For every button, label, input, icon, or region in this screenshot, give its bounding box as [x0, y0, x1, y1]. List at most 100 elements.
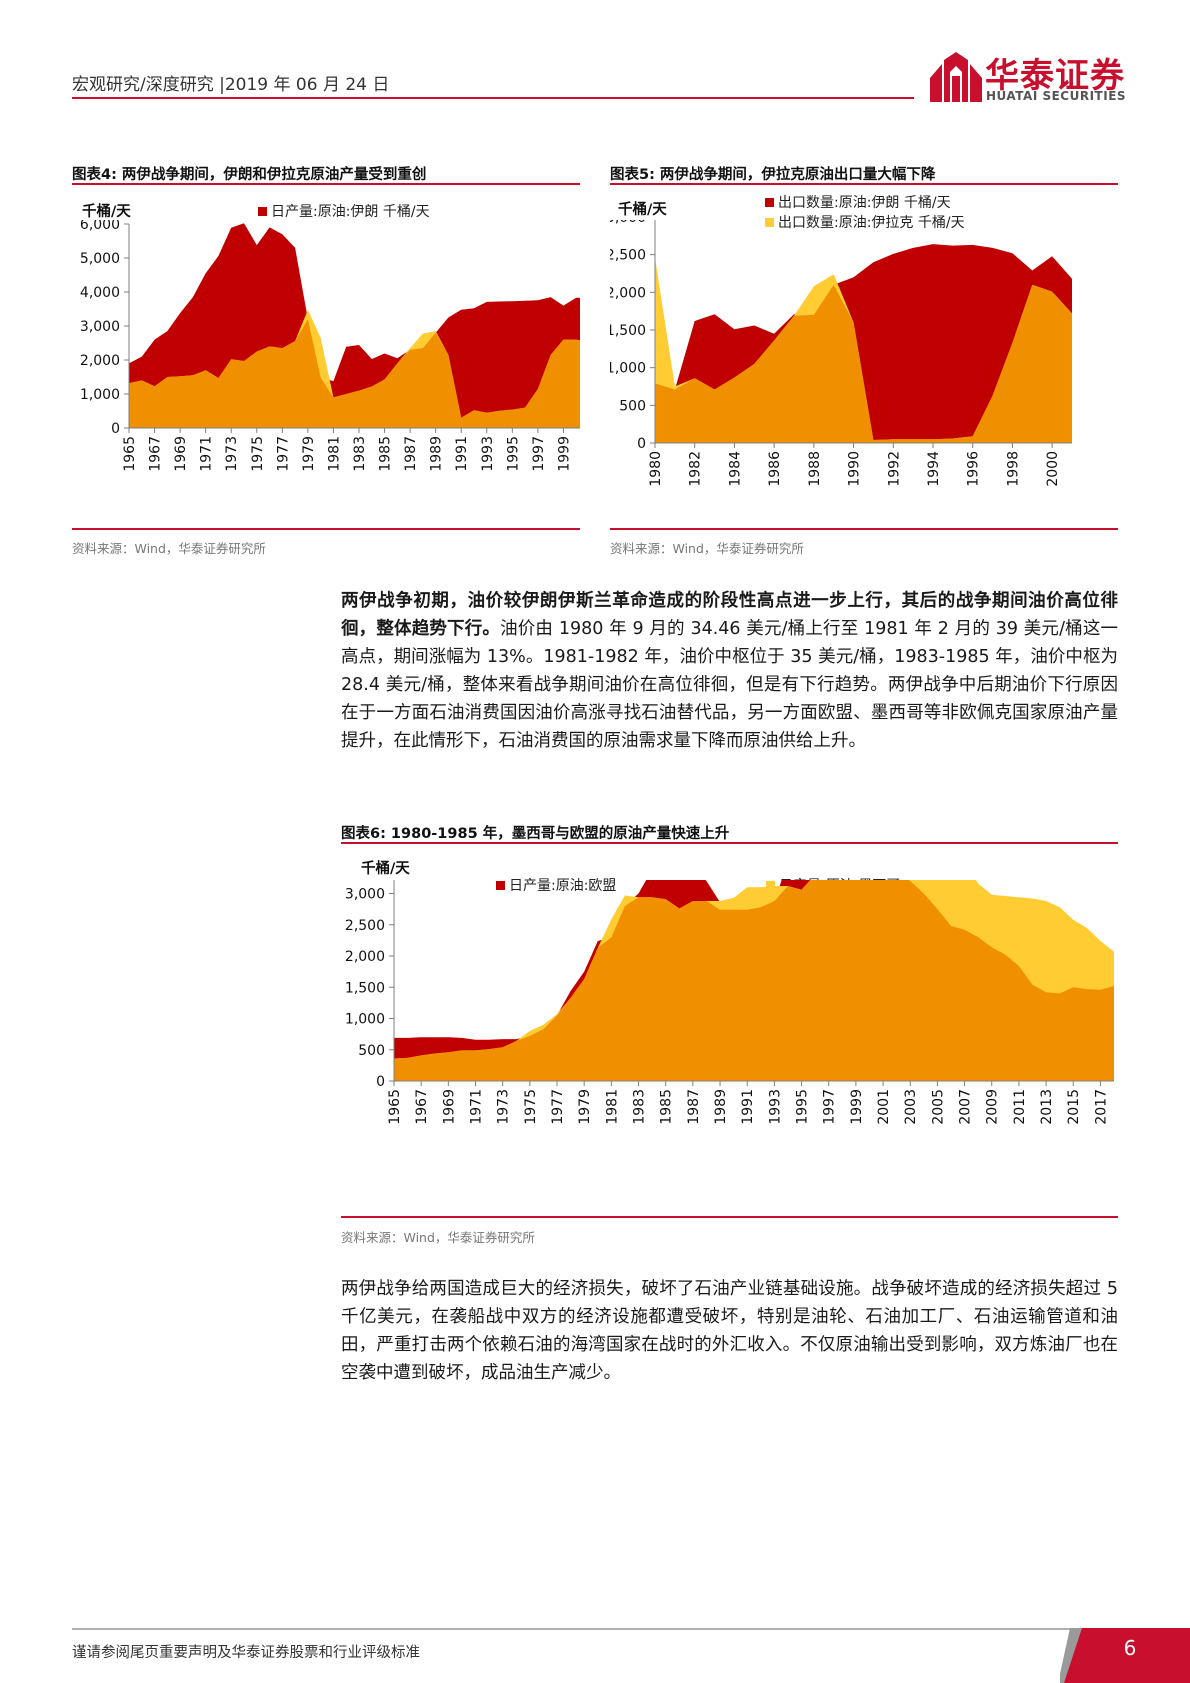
fig6-x-tick-label: 1981 [604, 1089, 620, 1125]
fig6-unit: 千桶/天 [361, 861, 410, 877]
fig6-y-tick-label: 1,000 [345, 1012, 385, 1028]
fig5-x-tick-label: 1986 [767, 451, 783, 487]
fig4-chart: 0 1,000 2,000 3,000 4,000 5,000 6,000 1965 1967 1… [80, 220, 580, 472]
fig6-x-tick-label: 2007 [958, 1089, 974, 1125]
fig6-legend-swatch-eu [496, 880, 505, 890]
fig4-y-tick-label: 1,000 [80, 387, 120, 403]
page-number-tab [1060, 1628, 1190, 1683]
fig6-chart: 05001,0001,5002,0002,5003,0003,5004,0001… [345, 880, 1114, 1125]
fig4-x-tick-label: 1995 [505, 436, 521, 472]
fig6-x-tick-label: 1973 [496, 1089, 512, 1125]
fig4-x-tick-label: 1969 [173, 436, 189, 472]
fig4-series-area-2 [129, 319, 580, 428]
body-paragraph-1: 两伊战争初期，油价较伊朗伊斯兰革命造成的阶段性高点进一步上行，其后的战争期间油价… [341, 587, 1118, 755]
fig4-source: 资料来源：Wind，华泰证券研究所 [72, 541, 266, 556]
fig4-legend: 日产量:原油:伊朗 千桶/天 [258, 201, 430, 221]
fig4-y-tick-label: 4,000 [80, 285, 120, 301]
fig6-y-tick-label: 1,500 [345, 980, 385, 996]
fig6-x-tick-label: 2015 [1066, 1089, 1082, 1125]
fig5-y-tick-label: 0 [637, 436, 646, 452]
fig5-x-tick-label: 1992 [886, 451, 902, 487]
fig6-x-tick-label: 1987 [686, 1089, 702, 1125]
fig6-x-tick-label: 1985 [659, 1089, 675, 1125]
brand-name-cn: 华泰证券 [985, 56, 1125, 96]
fig5-source: 资料来源：Wind，华泰证券研究所 [610, 541, 804, 556]
fig4-x-tick-label: 1979 [301, 436, 317, 472]
fig6-series-area-2 [394, 880, 1114, 1081]
fig6-x-tick-label: 2011 [1012, 1089, 1028, 1125]
fig5-x-tick-label: 1988 [807, 451, 823, 487]
fig5-y-tick-label: 3,000 [610, 220, 646, 226]
paragraph-1-text: 油价由 1980 年 9 月的 34.46 美元/桶上行至 1981 年 2 月… [341, 619, 1118, 751]
fig6-x-tick-label: 1965 [387, 1089, 403, 1125]
page-number: 6 [1123, 1636, 1137, 1660]
fig6-legend-label-eu: 日产量:原油:欧盟 [509, 878, 617, 894]
fig4-y-tick-label: 2,000 [80, 353, 120, 369]
fig6-bottom-rule [341, 1216, 1118, 1218]
fig5-legend-label-iran: 出口数量:原油:伊朗 千桶/天 [778, 195, 951, 211]
fig4-top-rule [72, 183, 580, 185]
fig4-x-tick-label: 1985 [378, 436, 394, 472]
fig6-y-tick-label: 2,500 [345, 918, 385, 934]
fig5-title: 图表5: 两伊战争期间，伊拉克原油出口量大幅下降 [610, 167, 936, 183]
fig4-bottom-rule [72, 528, 580, 530]
fig6-y-tick-label: 2,000 [345, 949, 385, 965]
fig4-y-tick-label: 6,000 [80, 220, 120, 233]
fig5-bottom-rule [610, 528, 1118, 530]
fig4-y-tick-label: 0 [111, 421, 120, 437]
fig5-legend-iran: 出口数量:原油:伊朗 千桶/天 [765, 192, 951, 212]
fig6-x-tick-label: 2005 [930, 1089, 946, 1125]
brand-name-en: HUATAI SECURITIES [986, 89, 1127, 103]
fig6-x-tick-label: 1979 [577, 1089, 593, 1125]
fig5-y-tick-label: 500 [619, 398, 646, 414]
fig5-unit: 千桶/天 [618, 202, 667, 218]
fig4-x-tick-label: 1993 [480, 436, 496, 472]
fig5-x-tick-label: 1996 [966, 451, 982, 487]
fig6-x-tick-label: 1971 [469, 1089, 485, 1125]
fig5-x-tick-label: 1990 [847, 451, 863, 487]
fig6-x-tick-label: 2013 [1039, 1089, 1055, 1125]
fig4-x-tick-label: 1971 [199, 436, 215, 472]
fig4-x-tick-label: 1989 [429, 436, 445, 472]
fig5-y-tick-label: 1,500 [610, 323, 646, 339]
fig4-unit: 千桶/天 [82, 204, 131, 220]
fig4-x-tick-label: 1973 [224, 436, 240, 472]
fig4-x-tick-label: 1977 [275, 436, 291, 472]
fig5-legend-label-iraq: 出口数量:原油:伊拉克 千桶/天 [778, 215, 965, 231]
fig6-y-tick-label: 3,000 [345, 887, 385, 903]
fig4-x-tick-label: 1997 [531, 436, 547, 472]
fig4-x-tick-label: 1967 [148, 436, 164, 472]
fig5-y-tick-label: 1,000 [610, 361, 646, 377]
fig4-x-tick-label: 1987 [403, 436, 419, 472]
body-paragraph-2: 两伊战争给两国造成巨大的经济损失，破坏了石油产业链基础设施。战争破坏造成的经济损… [341, 1279, 1118, 1383]
fig4-x-tick-label: 1983 [352, 436, 368, 472]
fig6-x-tick-label: 1999 [849, 1089, 865, 1125]
fig4-x-tick-label: 1991 [454, 436, 470, 472]
fig5-top-rule [610, 183, 1118, 185]
huatai-logo-icon [930, 52, 982, 102]
fig6-x-tick-label: 1997 [822, 1089, 838, 1125]
fig4-x-tick-label: 1965 [122, 436, 138, 472]
fig6-x-tick-label: 1969 [441, 1089, 457, 1125]
fig4-x-tick-label: 1981 [326, 436, 342, 472]
fig6-x-tick-label: 1993 [767, 1089, 783, 1125]
fig6-x-tick-label: 1989 [713, 1089, 729, 1125]
fig5-legend-swatch-iran [765, 197, 774, 207]
fig6-y-tick-label: 0 [376, 1074, 385, 1090]
fig6-source: 资料来源：Wind，华泰证券研究所 [341, 1230, 535, 1245]
fig6-x-tick-label: 1967 [414, 1089, 430, 1125]
fig5-x-tick-label: 1998 [1005, 451, 1021, 487]
fig6-x-tick-label: 1975 [523, 1089, 539, 1125]
fig6-x-tick-label: 1977 [550, 1089, 566, 1125]
fig4-x-tick-label: 1999 [556, 436, 572, 472]
fig5-x-tick-label: 1994 [926, 451, 942, 487]
fig6-x-tick-label: 1995 [795, 1089, 811, 1125]
fig4-legend-label: 日产量:原油:伊朗 千桶/天 [271, 204, 430, 220]
fig5-y-tick-label: 2,000 [610, 285, 646, 301]
fig6-x-tick-label: 1991 [740, 1089, 756, 1125]
fig5-x-tick-label: 2000 [1045, 451, 1061, 487]
fig4-y-tick-label: 3,000 [80, 319, 120, 335]
fig6-x-tick-label: 1983 [632, 1089, 648, 1125]
fig6-x-tick-label: 2001 [876, 1089, 892, 1125]
fig6-legend-swatch-mexico [766, 880, 775, 890]
